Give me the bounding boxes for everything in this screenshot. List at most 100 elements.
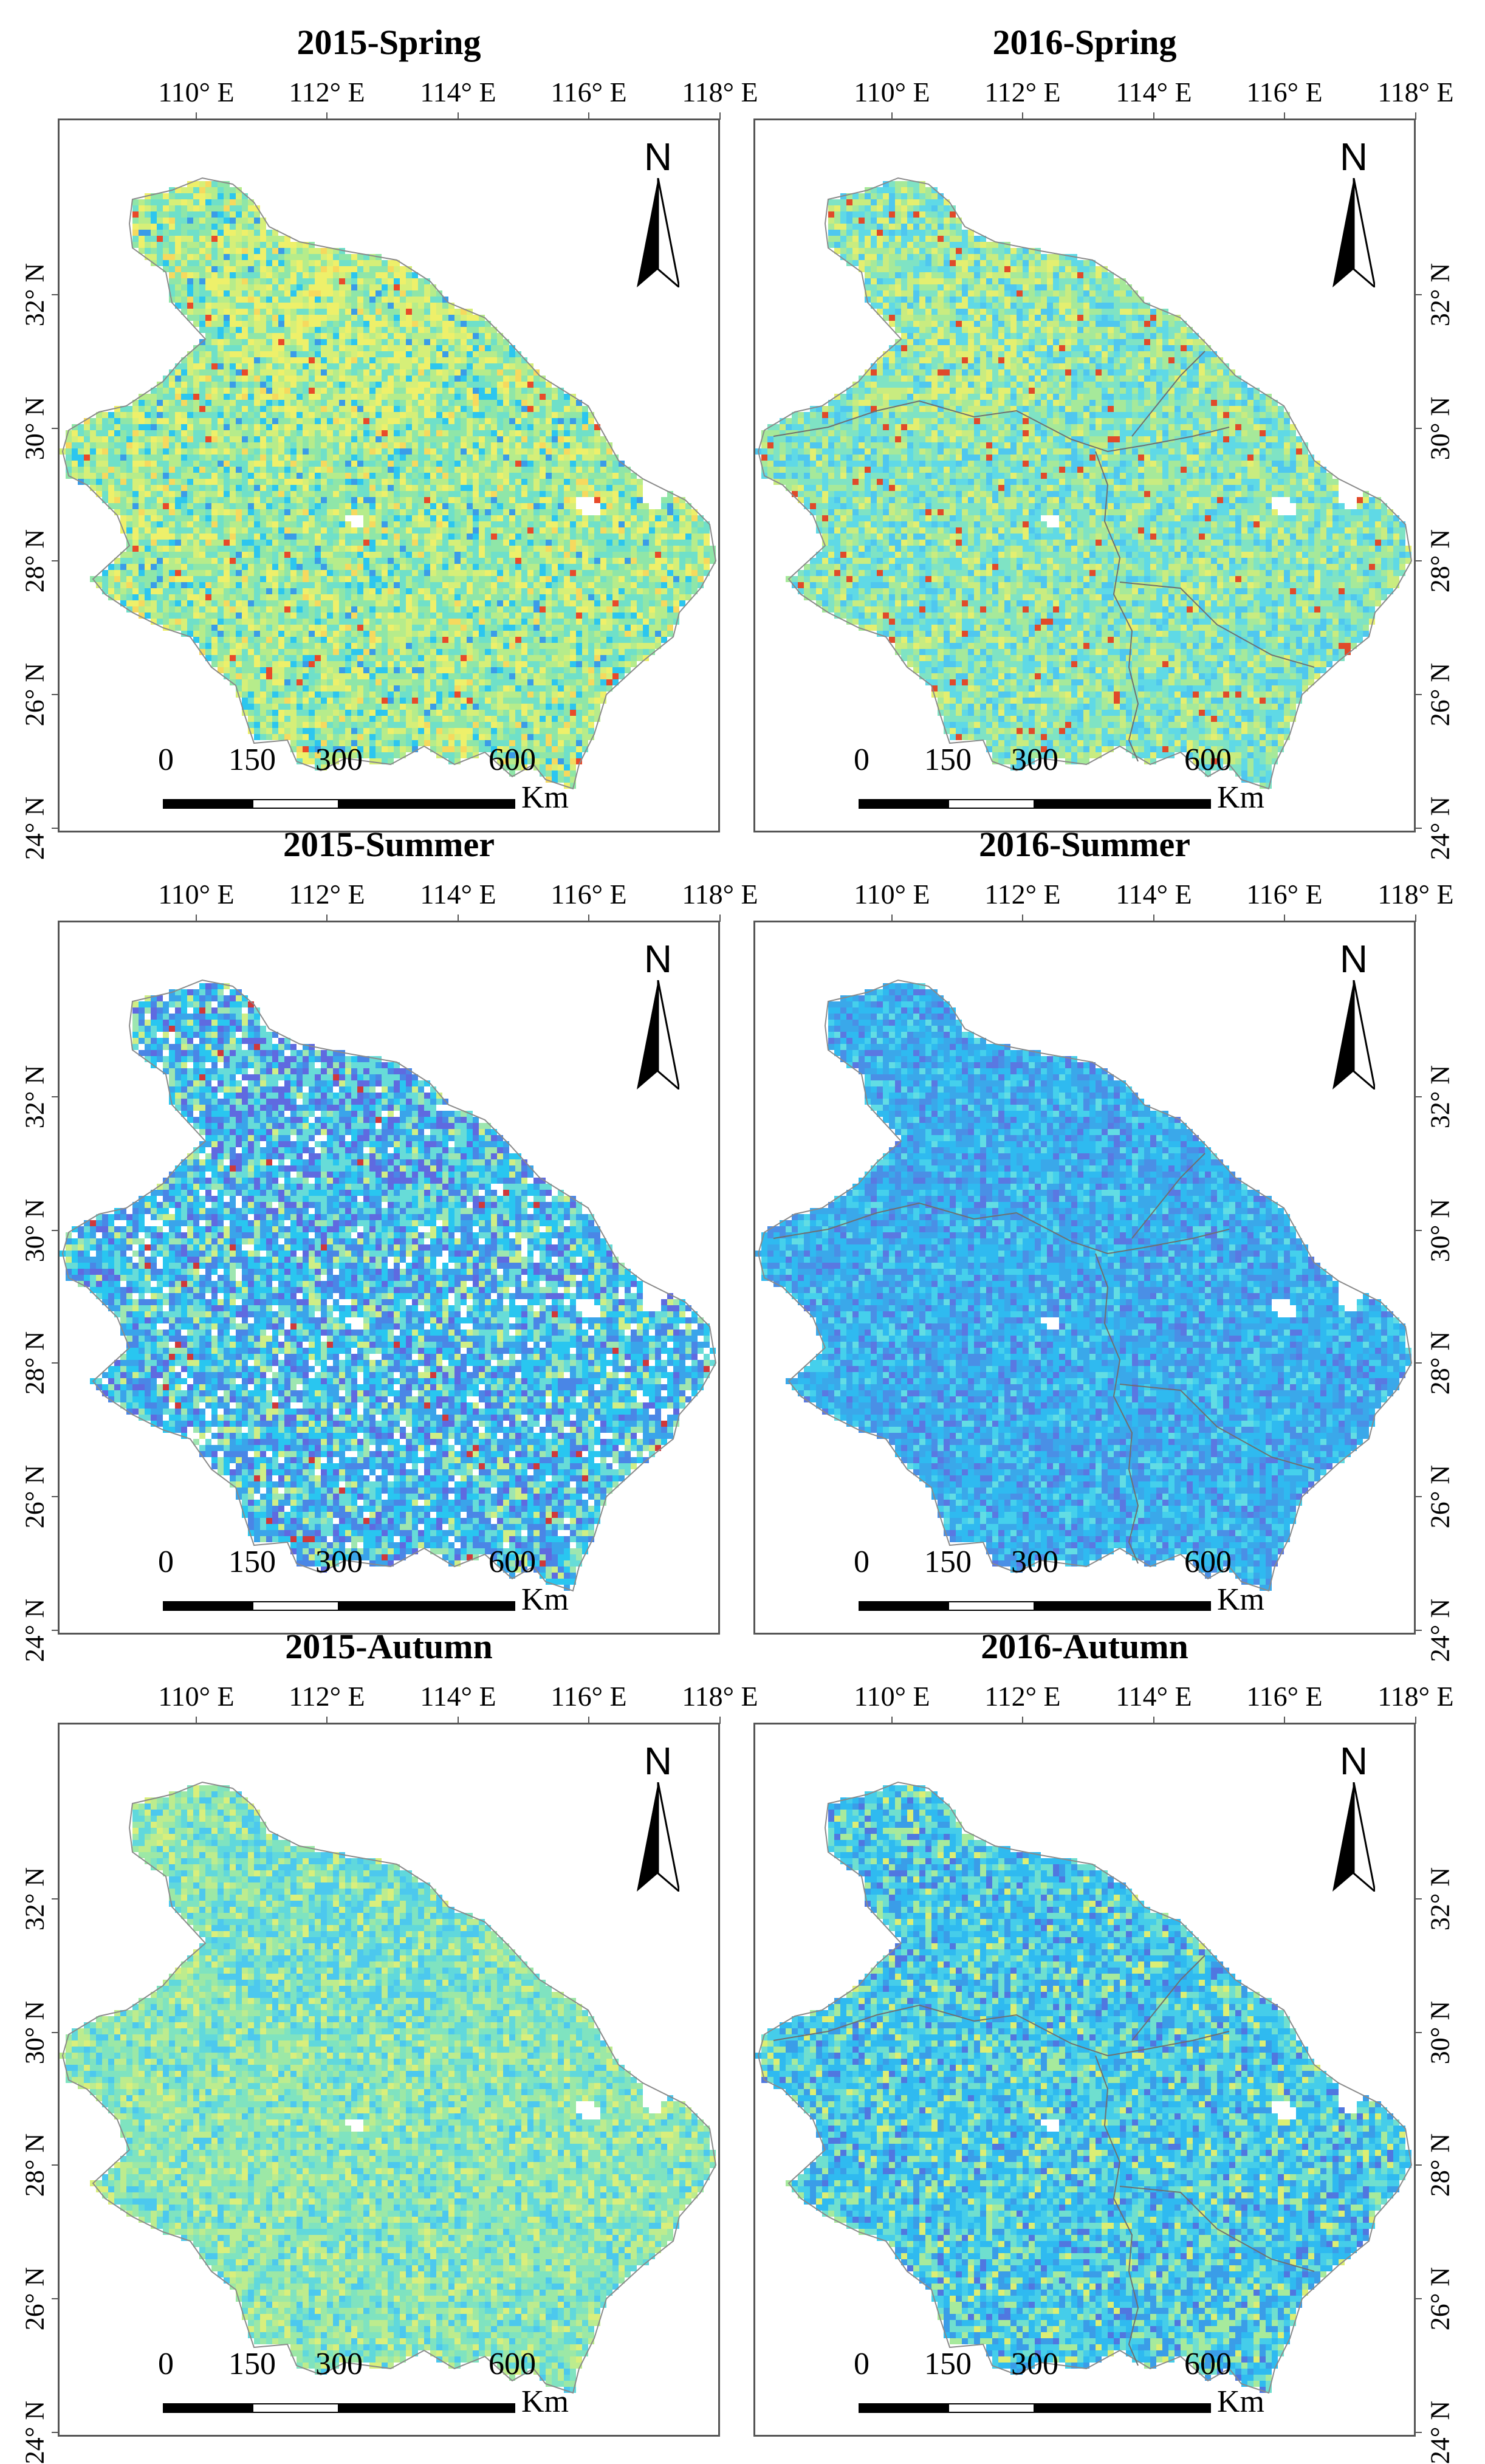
north-letter: N — [1326, 938, 1381, 980]
latitude-label: 24° N — [19, 1599, 50, 1662]
scale-label: 150 — [228, 743, 276, 777]
scale-segment — [339, 1601, 515, 1611]
scale-label: 600 — [1184, 1545, 1232, 1579]
longitude-label: 118° E — [682, 878, 758, 910]
longitude-label: 118° E — [1377, 76, 1453, 108]
scale-label: 300 — [1011, 1545, 1058, 1579]
scale-label: 600 — [1184, 2347, 1232, 2381]
latitude-label: 24° N — [1425, 1599, 1456, 1662]
scale-label: 0 — [854, 743, 869, 777]
latitude-label: 28° N — [19, 1331, 50, 1395]
latitude-label: 26° N — [1425, 1465, 1456, 1528]
north-arrow: N — [631, 938, 685, 1096]
panel-title: 2016-Autumn — [750, 1627, 1419, 1666]
scale-bar: 0 150 300 600 Km — [755, 743, 1416, 822]
longitude-label: 110° E — [158, 878, 234, 910]
latitude-label: 26° N — [1425, 663, 1456, 726]
panel-title: 2015-Spring — [55, 23, 723, 62]
longitude-label: 116° E — [1246, 1680, 1322, 1712]
scale-label: 300 — [315, 2347, 363, 2381]
latitude-label: 28° N — [19, 529, 50, 592]
north-arrow: N — [631, 136, 685, 293]
latitude-label: 26° N — [1425, 2267, 1456, 2330]
map-frame: N 0 150 300 600 Km — [753, 118, 1416, 832]
north-letter: N — [1326, 1740, 1381, 1782]
raster-map — [60, 922, 720, 1635]
scale-label: 300 — [1011, 2347, 1058, 2381]
north-arrow: N — [1326, 938, 1381, 1096]
raster-cells — [755, 1785, 1411, 2393]
scale-unit: Km — [521, 1583, 569, 1617]
raster-cells — [60, 983, 716, 1591]
longitude-label: 116° E — [550, 76, 626, 108]
north-arrow: N — [631, 1740, 685, 1898]
north-arrow-icon — [1332, 178, 1375, 287]
latitude-label: 26° N — [19, 1465, 50, 1528]
panel-title: 2015-Autumn — [55, 1627, 723, 1666]
scale-unit: Km — [1217, 781, 1264, 815]
latitude-label: 28° N — [1425, 1331, 1456, 1395]
latitude-label: 32° N — [19, 1065, 50, 1128]
scale-segment — [859, 799, 948, 809]
scale-segment — [339, 799, 515, 809]
scale-label: 0 — [854, 2347, 869, 2381]
scale-label: 300 — [1011, 743, 1058, 777]
latitude-label: 32° N — [19, 1867, 50, 1930]
latitude-label: 26° N — [19, 663, 50, 726]
longitude-label: 112° E — [984, 76, 1060, 108]
north-letter: N — [631, 136, 685, 178]
scale-label: 600 — [1184, 743, 1232, 777]
latitude-label: 30° N — [19, 2001, 50, 2064]
raster-cells — [755, 181, 1411, 789]
scale-segment — [1035, 2403, 1211, 2413]
latitude-label: 30° N — [1425, 1199, 1456, 1262]
longitude-label: 114° E — [1116, 878, 1192, 910]
latitude-label: 32° N — [1425, 263, 1456, 326]
longitude-label: 110° E — [158, 76, 234, 108]
north-arrow: N — [1326, 136, 1381, 293]
latitude-label: 24° N — [19, 2401, 50, 2464]
latitude-label: 30° N — [1425, 397, 1456, 460]
north-arrow-icon — [1332, 980, 1375, 1090]
longitude-label: 110° E — [854, 76, 930, 108]
scale-segment — [163, 2403, 252, 2413]
latitude-label: 24° N — [19, 797, 50, 860]
longitude-label: 118° E — [1377, 1680, 1453, 1712]
scale-label: 600 — [489, 743, 536, 777]
scale-segment — [1035, 1601, 1211, 1611]
longitude-label: 114° E — [1116, 1680, 1192, 1712]
longitude-label: 110° E — [854, 1680, 930, 1712]
scale-label: 150 — [924, 743, 972, 777]
scale-segment — [163, 1601, 252, 1611]
scale-label: 300 — [315, 743, 363, 777]
longitude-label: 112° E — [289, 1680, 365, 1712]
raster-cells — [60, 181, 716, 789]
longitude-label: 114° E — [420, 1680, 496, 1712]
latitude-label: 26° N — [19, 2267, 50, 2330]
latitude-label: 28° N — [19, 2133, 50, 2197]
scale-segment — [859, 2403, 948, 2413]
north-letter: N — [1326, 136, 1381, 178]
latitude-label: 24° N — [1425, 797, 1456, 860]
scale-label: 150 — [228, 1545, 276, 1579]
longitude-label: 114° E — [420, 76, 496, 108]
north-arrow-icon — [1332, 1782, 1375, 1892]
scale-segment — [859, 1601, 948, 1611]
latitude-label: 30° N — [19, 1199, 50, 1262]
scale-label: 150 — [228, 2347, 276, 2381]
panel-title: 2015-Summer — [55, 825, 723, 864]
scale-label: 300 — [315, 1545, 363, 1579]
latitude-label: 24° N — [1425, 2401, 1456, 2464]
raster-map — [755, 120, 1416, 832]
panel-title: 2016-Spring — [750, 23, 1419, 62]
raster-cells — [755, 983, 1411, 1591]
north-arrow: N — [1326, 1740, 1381, 1898]
longitude-label: 110° E — [158, 1680, 234, 1712]
